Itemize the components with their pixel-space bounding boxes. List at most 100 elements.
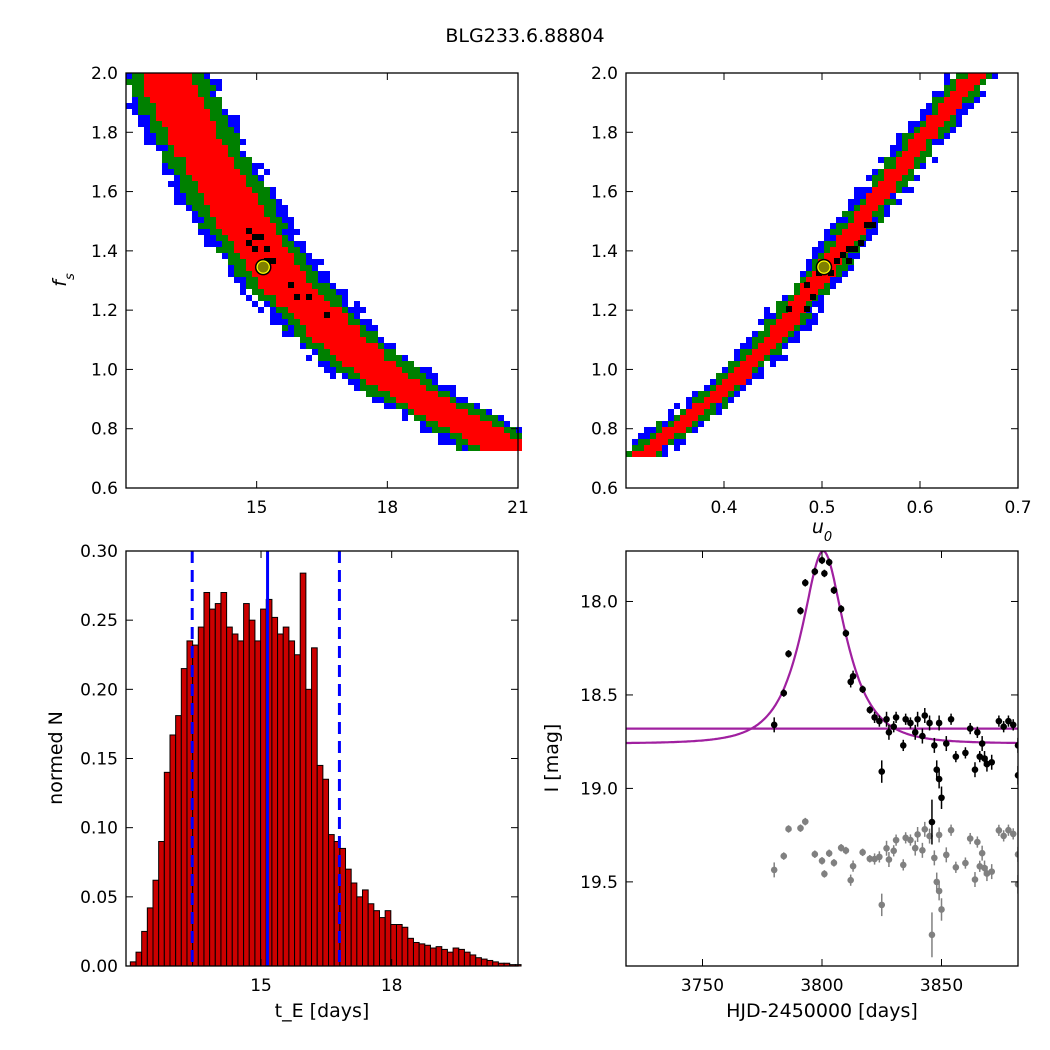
heatmap-cell-mid xyxy=(270,205,276,211)
fs-u0-heatmap xyxy=(626,73,998,457)
heatmap-cell-inner xyxy=(210,139,216,145)
heatmap-cell-inner xyxy=(192,151,198,157)
heatmap-cell-inner xyxy=(414,403,420,409)
heatmap-cell-inner xyxy=(216,157,222,163)
heatmap-cell-inner xyxy=(920,133,926,139)
heatmap-cell-mid xyxy=(300,259,306,265)
heatmap-cell-inner xyxy=(408,397,414,403)
heatmap-cell-inner xyxy=(908,151,914,157)
heatmap-cell-mid xyxy=(180,175,186,181)
heatmap-cell-inner xyxy=(342,325,348,331)
heatmap-cell-inner xyxy=(348,337,354,343)
heatmap-cell-mid xyxy=(426,385,432,391)
heatmap-cell-outer xyxy=(498,415,504,421)
heatmap-cell-mid xyxy=(348,367,354,373)
heatmap-cell-inner xyxy=(192,91,198,97)
heatmap-cell-outer xyxy=(968,103,974,109)
heatmap-cell-inner xyxy=(192,139,198,145)
heatmap-cell-mid xyxy=(836,223,842,229)
heatmap-cell-inner xyxy=(378,379,384,385)
heatmap-cell-mid xyxy=(926,145,932,151)
heatmap-cell-outer xyxy=(842,217,848,223)
heatmap-cell-outer xyxy=(764,313,770,319)
heatmap-cell-mid xyxy=(836,271,842,277)
heatmap-cell-inner xyxy=(198,169,204,175)
heatmap-cell-outer xyxy=(866,229,872,235)
heatmap-cell-inner xyxy=(168,121,174,127)
heatmap-cell-outer xyxy=(698,421,704,427)
heatmap-cell-inner xyxy=(462,409,468,415)
residual-point xyxy=(801,818,809,825)
heatmap-cell-inner xyxy=(216,193,222,199)
heatmap-cell-inner xyxy=(156,79,162,85)
heatmap-cell-mid xyxy=(758,331,764,337)
heatmap-cell-outer xyxy=(384,343,390,349)
heatmap-cell-inner xyxy=(156,73,162,79)
heatmap-cell-inner xyxy=(650,445,656,451)
heatmap-cell-outer xyxy=(842,271,848,277)
heatmap-cell-inner xyxy=(270,247,276,253)
heatmap-cell-inner xyxy=(288,253,294,259)
histogram-bar xyxy=(214,603,222,967)
heatmap-cell-outer xyxy=(240,277,246,283)
histogram-bar xyxy=(407,937,414,967)
heatmap-cell-outer xyxy=(288,223,294,229)
heatmap-cell-mid xyxy=(282,241,288,247)
heatmap-cell-outer xyxy=(126,103,132,109)
y-tick-label: 18.5 xyxy=(580,686,618,706)
heatmap-cell-inner xyxy=(288,295,294,301)
heatmap-cell-inner xyxy=(408,385,414,391)
heatmap-cell-outer xyxy=(788,337,794,343)
heatmap-cell-outer xyxy=(938,91,944,97)
heatmap-cell-inner xyxy=(162,115,168,121)
heatmap-cell-inner xyxy=(348,343,354,349)
heatmap-cell-mid xyxy=(402,367,408,373)
heatmap-cell-inner xyxy=(174,91,180,97)
heatmap-cell-inner xyxy=(650,451,656,457)
heatmap-cell-mid xyxy=(516,433,522,439)
heatmap-cell-mid xyxy=(270,211,276,217)
data-point xyxy=(866,706,874,714)
y-tick-label: 0.20 xyxy=(80,680,118,700)
heatmap-cell-outer xyxy=(716,409,722,415)
heatmap-cell-outer xyxy=(920,109,926,115)
heatmap-cell-mid xyxy=(794,325,800,331)
histogram-bar xyxy=(328,834,335,967)
heatmap-cell-inner xyxy=(644,451,650,457)
heatmap-cell-inner xyxy=(204,187,210,193)
residual-point xyxy=(911,844,919,852)
heatmap-cell-inner xyxy=(318,295,324,301)
heatmap-cell-inner xyxy=(956,91,962,97)
heatmap-cell-inner xyxy=(438,403,444,409)
heatmap-cell-inner xyxy=(806,289,812,295)
heatmap-cell-outer xyxy=(806,325,812,331)
heatmap-cell-mid xyxy=(234,163,240,169)
heatmap-cell-inner xyxy=(336,355,342,361)
heatmap-cell-mid xyxy=(794,283,800,289)
heatmap-cell-best xyxy=(870,222,876,228)
heatmap-cell-mid xyxy=(914,163,920,169)
heatmap-cell-inner xyxy=(746,361,752,367)
heatmap-cell-inner xyxy=(878,181,884,187)
heatmap-cell-mid xyxy=(920,121,926,127)
heatmap-cell-mid xyxy=(468,445,474,451)
y-tick-label: 0.30 xyxy=(80,542,118,562)
heatmap-cell-mid xyxy=(926,139,932,145)
heatmap-cell-inner xyxy=(234,217,240,223)
heatmap-cell-inner xyxy=(920,127,926,133)
heatmap-cell-outer xyxy=(674,403,680,409)
heatmap-cell-inner xyxy=(246,253,252,259)
heatmap-cell-inner xyxy=(462,415,468,421)
y-tick-label: 1.4 xyxy=(591,242,618,262)
heatmap-cell-outer xyxy=(330,283,336,289)
histogram-bar xyxy=(429,947,437,967)
heatmap-cell-inner xyxy=(306,325,312,331)
heatmap-cell-inner xyxy=(692,403,698,409)
heatmap-cell-mid xyxy=(216,133,222,139)
residual-point xyxy=(837,844,845,852)
heatmap-cell-mid xyxy=(174,169,180,175)
heatmap-cell-inner xyxy=(150,85,156,91)
residual-point xyxy=(1014,881,1018,888)
heatmap-cell-inner xyxy=(758,343,764,349)
heatmap-cell-mid xyxy=(216,229,222,235)
